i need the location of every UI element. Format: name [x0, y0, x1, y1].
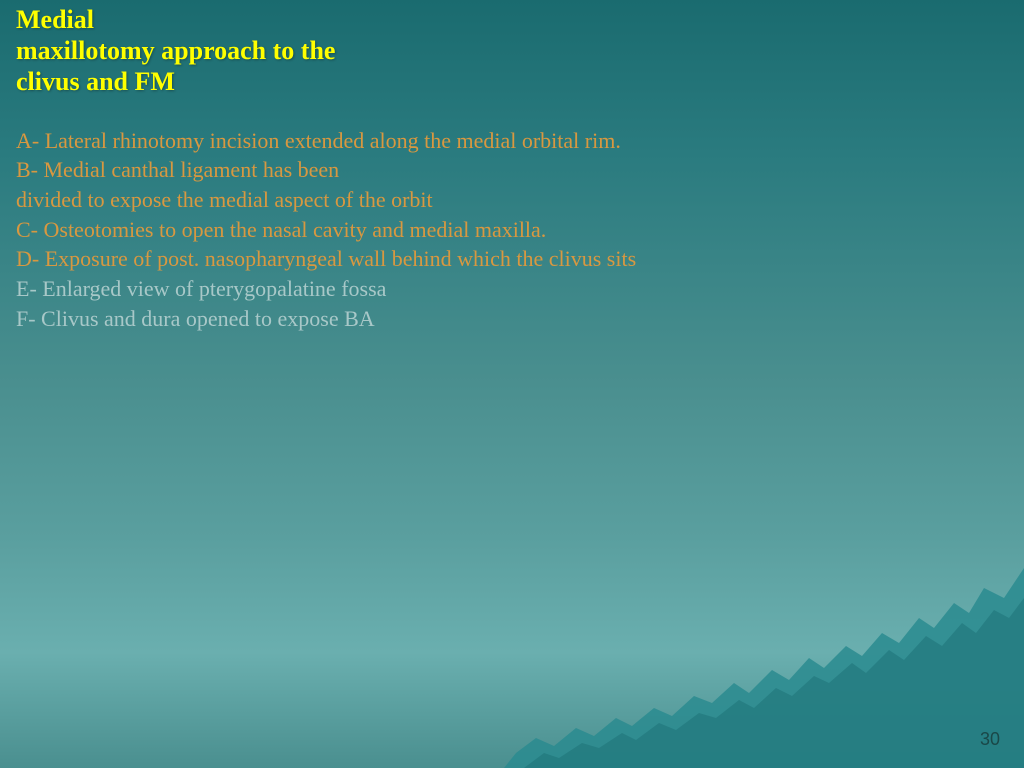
body-line-c: C- Osteotomies to open the nasal cavity …	[16, 215, 1008, 245]
body-line-b2: divided to expose the medial aspect of t…	[16, 185, 1008, 215]
body-line-b1: B- Medial canthal ligament has been	[16, 155, 1008, 185]
body-line-f: F- Clivus and dura opened to expose BA	[16, 304, 1008, 334]
slide-container: Medial maxillotomy approach to the clivu…	[0, 0, 1024, 768]
corner-decoration-icon	[504, 568, 1024, 768]
title-line-2: maxillotomy approach to the	[16, 35, 1008, 66]
slide-body: A- Lateral rhinotomy incision extended a…	[16, 126, 1008, 334]
body-line-d: D- Exposure of post. nasopharyngeal wall…	[16, 244, 1008, 274]
body-line-a: A- Lateral rhinotomy incision extended a…	[16, 126, 1008, 156]
page-number: 30	[980, 729, 1000, 750]
title-line-3: clivus and FM	[16, 66, 1008, 97]
body-line-e: E- Enlarged view of pterygopalatine foss…	[16, 274, 1008, 304]
slide-title: Medial maxillotomy approach to the clivu…	[16, 4, 1008, 98]
title-line-1: Medial	[16, 4, 1008, 35]
